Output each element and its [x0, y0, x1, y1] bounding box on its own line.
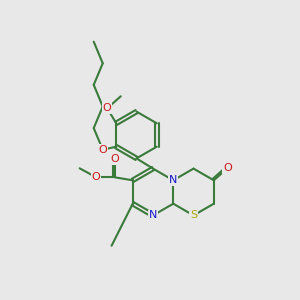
Text: N: N	[169, 175, 178, 185]
Text: N: N	[149, 210, 157, 220]
Text: O: O	[110, 154, 119, 164]
Text: O: O	[223, 163, 232, 173]
Text: O: O	[98, 145, 107, 155]
Text: S: S	[190, 210, 197, 220]
Text: O: O	[92, 172, 100, 182]
Text: O: O	[103, 103, 112, 113]
